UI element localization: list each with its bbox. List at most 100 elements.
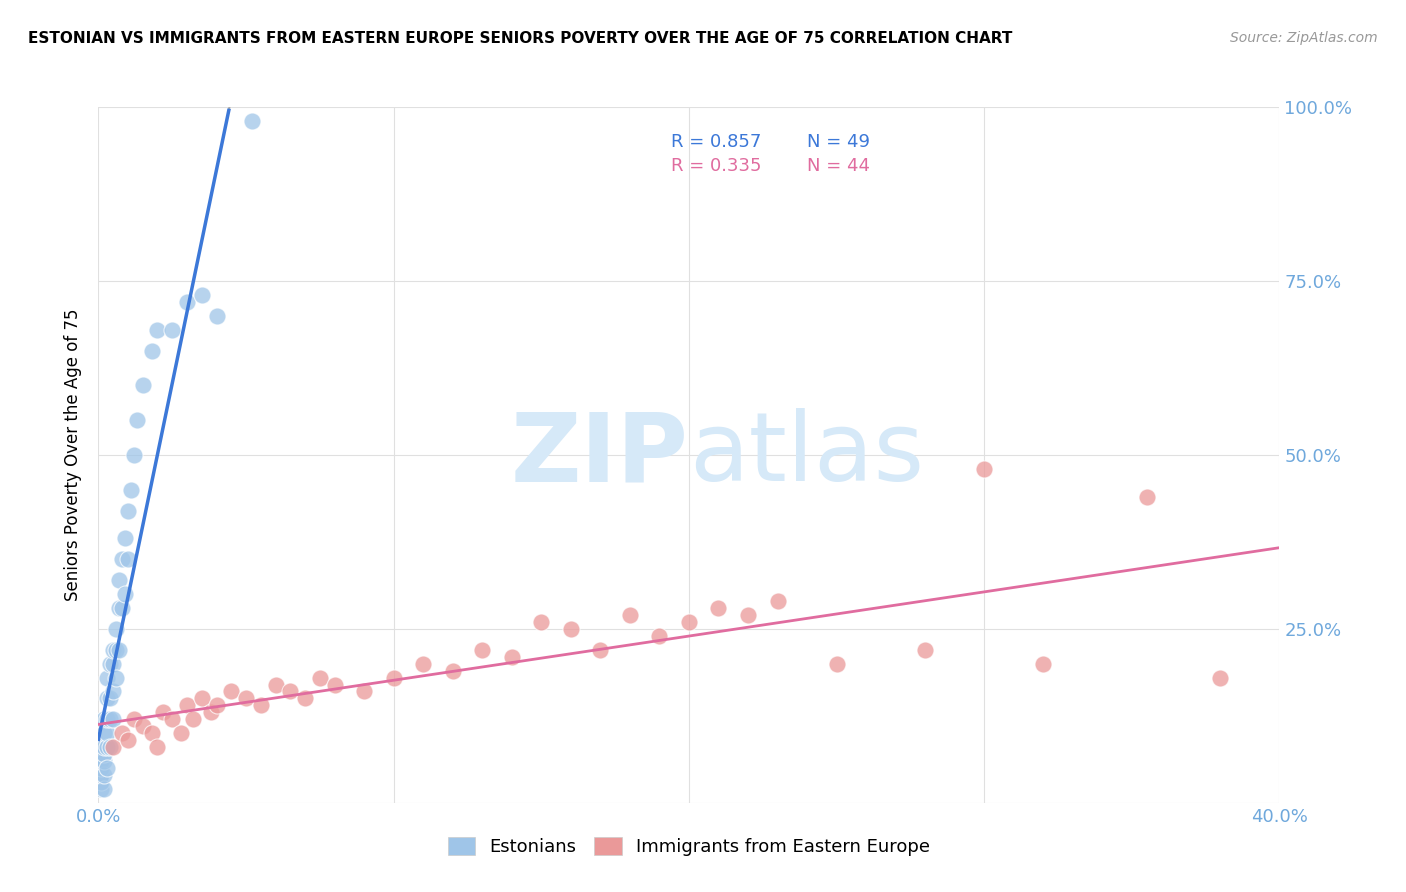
Point [170, 726, 193, 740]
Point [1209, 671, 1232, 685]
Point [98, 712, 121, 726]
Point [108, 601, 131, 615]
Point [191, 288, 214, 302]
Point [93, 781, 115, 796]
Text: ESTONIAN VS IMMIGRANTS FROM EASTERN EUROPE SENIORS POVERTY OVER THE AGE OF 75 CO: ESTONIAN VS IMMIGRANTS FROM EASTERN EURO… [28, 31, 1012, 46]
Point [96, 671, 118, 685]
Point [103, 642, 125, 657]
Text: N = 49: N = 49 [807, 133, 870, 151]
Point [152, 706, 174, 720]
Point [96, 761, 118, 775]
Point [589, 642, 612, 657]
Point [619, 607, 641, 622]
Point [280, 684, 302, 698]
Point [125, 413, 148, 427]
Point [93, 712, 115, 726]
Point [250, 698, 273, 713]
Point [122, 448, 145, 462]
Point [132, 719, 155, 733]
Point [103, 684, 125, 698]
Point [766, 594, 789, 608]
Point [103, 712, 125, 726]
Point [90, 775, 112, 789]
Text: R = 0.857: R = 0.857 [671, 133, 762, 151]
Point [914, 642, 936, 657]
Point [93, 740, 115, 755]
Point [114, 532, 136, 546]
Point [530, 615, 553, 629]
Point [162, 323, 183, 337]
Point [105, 671, 128, 685]
Point [96, 726, 118, 740]
Point [176, 698, 198, 713]
Point [111, 726, 134, 740]
Point [90, 754, 112, 768]
Text: R = 0.335: R = 0.335 [671, 157, 762, 175]
Point [382, 671, 405, 685]
Legend: Estonians, Immigrants from Eastern Europe: Estonians, Immigrants from Eastern Europ… [440, 830, 938, 863]
Point [181, 712, 204, 726]
Text: Source: ZipAtlas.com: Source: ZipAtlas.com [1230, 31, 1378, 45]
Point [90, 768, 112, 782]
Point [117, 503, 139, 517]
Point [560, 622, 582, 636]
Text: atlas: atlas [689, 409, 924, 501]
Point [441, 664, 464, 678]
Point [111, 552, 134, 566]
Point [707, 601, 730, 615]
Point [96, 712, 118, 726]
Point [471, 642, 494, 657]
Point [235, 691, 257, 706]
Point [412, 657, 434, 671]
Point [96, 691, 118, 706]
Point [105, 642, 128, 657]
Point [96, 740, 118, 755]
Point [111, 601, 134, 615]
Point [264, 677, 287, 691]
Point [1032, 657, 1054, 671]
Point [117, 733, 139, 747]
Point [114, 587, 136, 601]
Point [737, 607, 759, 622]
Point [501, 649, 523, 664]
Point [353, 684, 375, 698]
Point [221, 684, 243, 698]
Y-axis label: Seniors Poverty Over the Age of 75: Seniors Poverty Over the Age of 75 [65, 309, 83, 601]
Point [93, 747, 115, 761]
Point [103, 657, 125, 671]
Point [678, 615, 700, 629]
Point [146, 323, 169, 337]
Point [93, 768, 115, 782]
Point [162, 712, 183, 726]
Point [1136, 490, 1159, 504]
Point [648, 629, 671, 643]
Point [191, 691, 214, 706]
Point [117, 552, 139, 566]
Point [90, 761, 112, 775]
Point [90, 781, 112, 796]
Point [98, 740, 121, 755]
Point [205, 309, 228, 323]
Point [98, 657, 121, 671]
Point [146, 740, 169, 755]
Point [141, 726, 163, 740]
Text: N = 44: N = 44 [807, 157, 870, 175]
Point [294, 691, 316, 706]
Point [323, 677, 346, 691]
Point [98, 691, 121, 706]
Point [309, 671, 332, 685]
Point [141, 343, 163, 358]
Point [93, 726, 115, 740]
Point [108, 642, 131, 657]
Point [200, 706, 222, 720]
Point [108, 573, 131, 587]
Point [205, 698, 228, 713]
Point [105, 622, 128, 636]
Point [973, 462, 995, 476]
Point [825, 657, 848, 671]
Point [132, 378, 155, 392]
Text: ZIP: ZIP [510, 409, 689, 501]
Point [103, 740, 125, 755]
Point [240, 114, 263, 128]
Point [122, 712, 145, 726]
